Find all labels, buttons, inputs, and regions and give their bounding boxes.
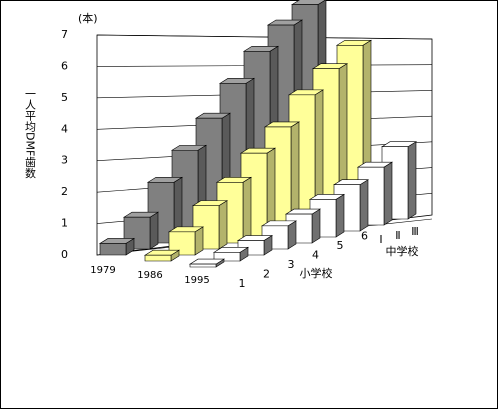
- bar-front: [99, 243, 127, 256]
- bar: [167, 226, 205, 256]
- legend-label: 1995: [184, 275, 209, 286]
- bar-side: [335, 193, 345, 238]
- x-tick-label: Ⅲ: [411, 225, 419, 238]
- bar-side: [311, 208, 321, 244]
- x-tick-label: 5: [337, 239, 344, 252]
- bar: [98, 237, 136, 256]
- group-label: 中学校: [386, 244, 419, 258]
- legend-label: 1986: [137, 270, 162, 281]
- bar-front: [144, 254, 172, 262]
- y-tick-label: 3: [61, 154, 68, 167]
- y-axis-title: 一人平均DMF歯数: [24, 88, 37, 179]
- legend-label: 1979: [90, 265, 115, 276]
- y-tick-label: 1: [61, 217, 68, 230]
- bar: [122, 211, 160, 250]
- y-tick-label: 7: [61, 28, 68, 41]
- bar-side: [149, 211, 159, 250]
- bar-side: [242, 176, 252, 244]
- y-tick-label: 6: [61, 59, 68, 72]
- bar-side: [383, 161, 393, 226]
- y-unit: (本): [78, 11, 98, 25]
- bar-side: [218, 200, 228, 250]
- x-tick-label: Ⅰ: [379, 233, 382, 246]
- y-tick-label: 2: [61, 185, 68, 198]
- group-label: 小学校: [300, 266, 333, 280]
- x-tick-label: 4: [312, 249, 319, 262]
- y-tick-label: 0: [61, 248, 68, 261]
- grid-line: [96, 34, 433, 40]
- bar-side: [407, 141, 417, 220]
- bar-side: [359, 179, 369, 232]
- x-tick-label: 6: [361, 230, 368, 243]
- bar-front: [168, 231, 196, 256]
- y-tick-label: 4: [61, 122, 68, 135]
- x-tick-label: 2: [263, 268, 270, 281]
- y-tick-label: 5: [61, 91, 68, 104]
- bar: [143, 249, 181, 262]
- bar: [188, 258, 226, 268]
- x-tick-label: 3: [288, 258, 295, 271]
- bar-front: [189, 263, 217, 268]
- x-tick-label: Ⅱ: [395, 229, 400, 242]
- x-tick-label: 1: [239, 277, 246, 290]
